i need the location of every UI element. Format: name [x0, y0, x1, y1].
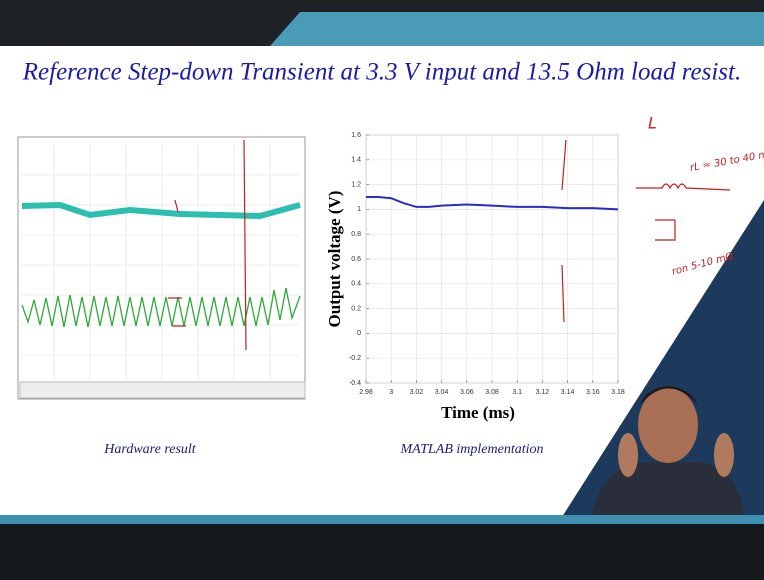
top-stripe — [270, 12, 764, 46]
y-tick-label: 0.6 — [351, 256, 361, 263]
y-tick-label: 1 — [357, 206, 361, 213]
y-tick-label: 1.4 — [351, 157, 361, 164]
scope-image — [18, 137, 305, 399]
slide-title: Reference Step-down Transient at 3.3 V i… — [22, 59, 741, 86]
slide: Reference Step-down Transient at 3.3 V i… — [0, 0, 764, 580]
y-tick-label: -0.4 — [349, 380, 361, 387]
y-tick-label: 0.4 — [351, 281, 361, 288]
bottom-bar — [0, 515, 764, 580]
y-axis-label: Output voltage (V) — [325, 191, 344, 328]
x-tick-label: 3.02 — [410, 389, 424, 396]
caption: Hardware result — [103, 442, 197, 457]
annotation: rL ≈ 30 to 40 mΩ — [689, 148, 764, 174]
y-tick-label: 1.6 — [351, 132, 361, 139]
chart: -0.4 -0.2 0 0.2 0.4 0.6 0.8 1 1.2 1.4 1.6 2.98 3 3.02… — [349, 132, 625, 396]
y-tick-label: 0.8 — [351, 231, 361, 238]
y-tick-label: 0.2 — [351, 305, 361, 312]
bottom-stripe — [0, 515, 764, 524]
caption: MATLAB implementation — [400, 442, 544, 457]
y-tick-label: -0.2 — [349, 355, 361, 362]
x-tick-label: 3.12 — [536, 389, 550, 396]
x-tick-label: 3.14 — [561, 389, 575, 396]
x-axis-label: Time (ms) — [441, 403, 515, 422]
annotation: L — [648, 114, 657, 133]
x-tick-label: 3 — [389, 389, 393, 396]
y-tick-label: 0 — [357, 330, 361, 337]
x-tick-label: 3.08 — [485, 389, 499, 396]
x-tick-label: 2.98 — [359, 389, 373, 396]
x-tick-label: 3.1 — [512, 389, 522, 396]
x-tick-label: 3.04 — [435, 389, 449, 396]
y-tick-label: 1.2 — [351, 181, 361, 188]
x-tick-label: 3.06 — [460, 389, 474, 396]
x-tick-label: 3.18 — [611, 389, 625, 396]
x-tick-label: 3.16 — [586, 389, 600, 396]
